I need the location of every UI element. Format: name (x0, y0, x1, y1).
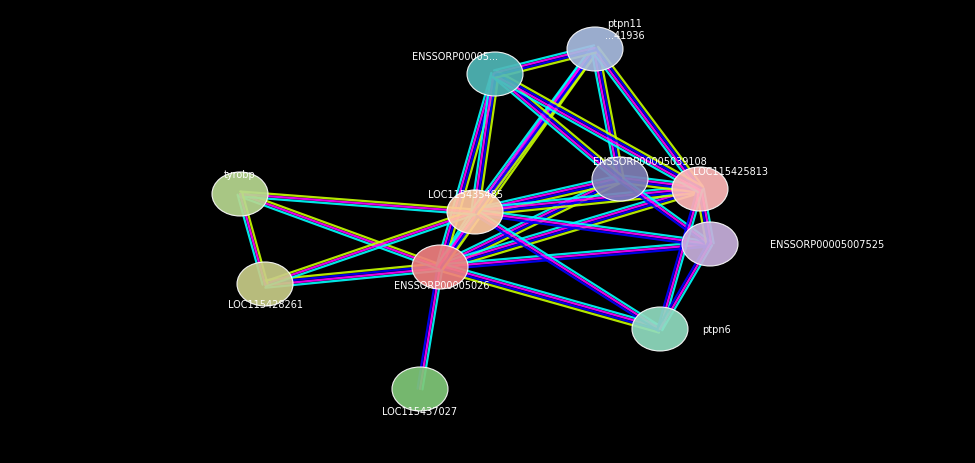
Ellipse shape (592, 158, 648, 201)
Text: ENSSORP00005007525: ENSSORP00005007525 (770, 239, 884, 250)
Ellipse shape (212, 173, 268, 217)
Ellipse shape (467, 53, 523, 97)
Text: ptpn6: ptpn6 (702, 324, 730, 334)
Text: LOC115437027: LOC115437027 (382, 406, 457, 416)
Ellipse shape (682, 223, 738, 266)
Ellipse shape (672, 168, 728, 212)
Ellipse shape (412, 245, 468, 289)
Ellipse shape (447, 191, 503, 234)
Ellipse shape (632, 307, 688, 351)
Text: ENSSORP00005...: ENSSORP00005... (412, 52, 498, 62)
Ellipse shape (392, 367, 448, 411)
Text: ENSSORP00005039108: ENSSORP00005039108 (593, 156, 707, 167)
Text: ENSSORP00005026: ENSSORP00005026 (394, 281, 489, 290)
Text: LOC115435485: LOC115435485 (427, 189, 502, 200)
Text: tyrobp: tyrobp (224, 169, 255, 180)
Text: LOC115428261: LOC115428261 (227, 300, 302, 309)
Text: ptpn11
...41936: ptpn11 ...41936 (605, 19, 644, 41)
Ellipse shape (237, 263, 293, 307)
Ellipse shape (567, 28, 623, 72)
Text: LOC115425813: LOC115425813 (692, 167, 767, 176)
